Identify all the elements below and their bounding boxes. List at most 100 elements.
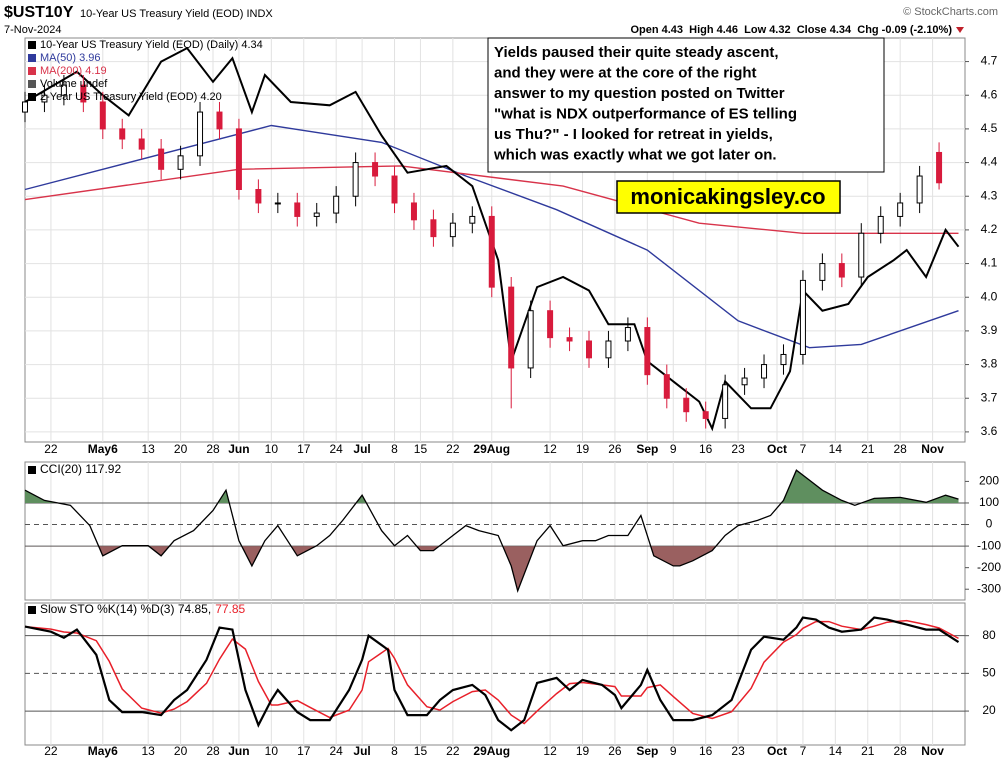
x-tick-label: 26 [608, 744, 622, 758]
candle-body [255, 189, 262, 204]
annotation-line: Yields paused their quite steady ascent, [494, 44, 779, 61]
x-tick-label: 23 [731, 744, 745, 758]
x-tick-label: 13 [141, 744, 155, 758]
candle-body [877, 215, 884, 234]
y-tick-label: 0 [986, 517, 993, 531]
x-tick-label: 12 [543, 442, 557, 456]
panel-title: CCI(20) 117.92 [40, 462, 121, 476]
candle-body [761, 364, 768, 379]
x-tick-label: 26 [608, 442, 622, 456]
panel-frame [24, 461, 966, 601]
x-tick-label: 29Aug [473, 442, 510, 456]
x-tick-label: 19 [576, 744, 590, 758]
panel-title: Slow STO %K(14) %D(3) 74.85, [40, 602, 211, 616]
y-tick-label: -100 [977, 538, 1001, 552]
candle-body [916, 175, 923, 204]
y-tick-label: 50 [982, 666, 996, 680]
candle-body [158, 148, 165, 170]
down-arrow [956, 27, 964, 33]
legend-swatch [28, 41, 36, 49]
x-tick-label: 20 [174, 442, 188, 456]
annotation-line: and they were at the core of the right [494, 64, 757, 81]
quote: Open 4.43 High 4.46 Low 4.32 Close 4.34 … [630, 24, 952, 36]
x-tick-label: 15 [414, 442, 428, 456]
panel-title-value: 77.85 [215, 602, 245, 616]
candle-body [683, 397, 690, 413]
symbol: $UST10Y [4, 4, 74, 21]
y-tick-label: 200 [979, 474, 999, 488]
panel-frame [24, 602, 966, 746]
legend-label: 10-Year US Treasury Yield (EOD) (Daily) … [40, 39, 263, 51]
watermark: monicakingsley.co [630, 184, 825, 209]
x-tick-label: 29Aug [473, 744, 510, 758]
x-tick-label: 7 [800, 442, 807, 456]
x-tick-label: 10 [265, 744, 279, 758]
x-tick-label: Jul [353, 442, 370, 456]
sto-line [24, 616, 960, 732]
x-tick-label: 9 [670, 744, 677, 758]
y-tick-label: 3.9 [981, 323, 998, 337]
x-tick-label: 28 [206, 442, 220, 456]
candle-body [119, 128, 126, 140]
date: 7-Nov-2024 [4, 24, 61, 36]
x-tick-label: May6 [88, 442, 118, 456]
y-tick-label: 4.7 [981, 54, 998, 68]
y-tick-label: -300 [977, 581, 1001, 595]
candle-body [138, 138, 145, 150]
candle-body [333, 195, 340, 214]
y-tick-label: 3.6 [981, 424, 998, 438]
legend-label: Volume undef [40, 78, 108, 90]
x-tick-label: 28 [206, 744, 220, 758]
symbol-name: 10-Year US Treasury Yield (EOD) INDX [80, 8, 273, 20]
x-tick-label: 12 [543, 744, 557, 758]
cci-line [24, 469, 959, 594]
candle-body [488, 215, 495, 288]
candle-body [60, 84, 67, 96]
x-tick-label: 17 [297, 442, 311, 456]
x-tick-label: 22 [44, 744, 58, 758]
x-tick-label: 23 [731, 442, 745, 456]
y-tick-label: 4.0 [981, 289, 998, 303]
candle-body [722, 384, 729, 419]
x-tick-label: 22 [44, 442, 58, 456]
y-tick-label: 4.3 [981, 188, 998, 202]
x-tick-label: 14 [829, 744, 843, 758]
y-tick-label: 80 [982, 628, 996, 642]
x-tick-label: 8 [391, 442, 398, 456]
candle-body [605, 340, 612, 359]
annotation-line: which was exactly what we got later on. [493, 146, 777, 163]
legend-label: MA(200) 4.19 [40, 65, 107, 77]
candle-body [177, 155, 184, 170]
candle-body [41, 94, 48, 103]
legend-swatch [28, 606, 36, 614]
legend-swatch [28, 54, 36, 62]
candle-body [216, 111, 223, 130]
annotation-line: "what is NDX outperformance of ES tellin… [494, 105, 797, 122]
annotation-box [487, 37, 885, 173]
candle-body [566, 337, 573, 342]
watermark-box [616, 180, 841, 214]
x-tick-label: Sep [636, 442, 658, 456]
x-tick-label: Oct [767, 442, 787, 456]
x-tick-label: 13 [141, 442, 155, 456]
legend-swatch [28, 93, 36, 101]
candle-body [858, 232, 865, 278]
candle-body [741, 377, 748, 386]
y-tick-label: 3.7 [981, 390, 998, 404]
legend-swatch [28, 80, 36, 88]
candle-body [663, 374, 670, 399]
candle-body [527, 310, 534, 369]
x-tick-label: 22 [446, 442, 460, 456]
candle-body [799, 279, 806, 355]
x-tick-label: 19 [576, 442, 590, 456]
candle-body [547, 310, 554, 339]
x-tick-label: 21 [861, 442, 875, 456]
candle-body [449, 222, 456, 238]
candle-body [430, 219, 437, 238]
x-tick-label: 24 [329, 744, 343, 758]
candle-body [469, 215, 476, 224]
y-tick-label: 4.1 [981, 256, 998, 270]
candle-body [410, 202, 417, 221]
y-tick-label: 20 [982, 703, 996, 717]
x-tick-label: 21 [861, 744, 875, 758]
